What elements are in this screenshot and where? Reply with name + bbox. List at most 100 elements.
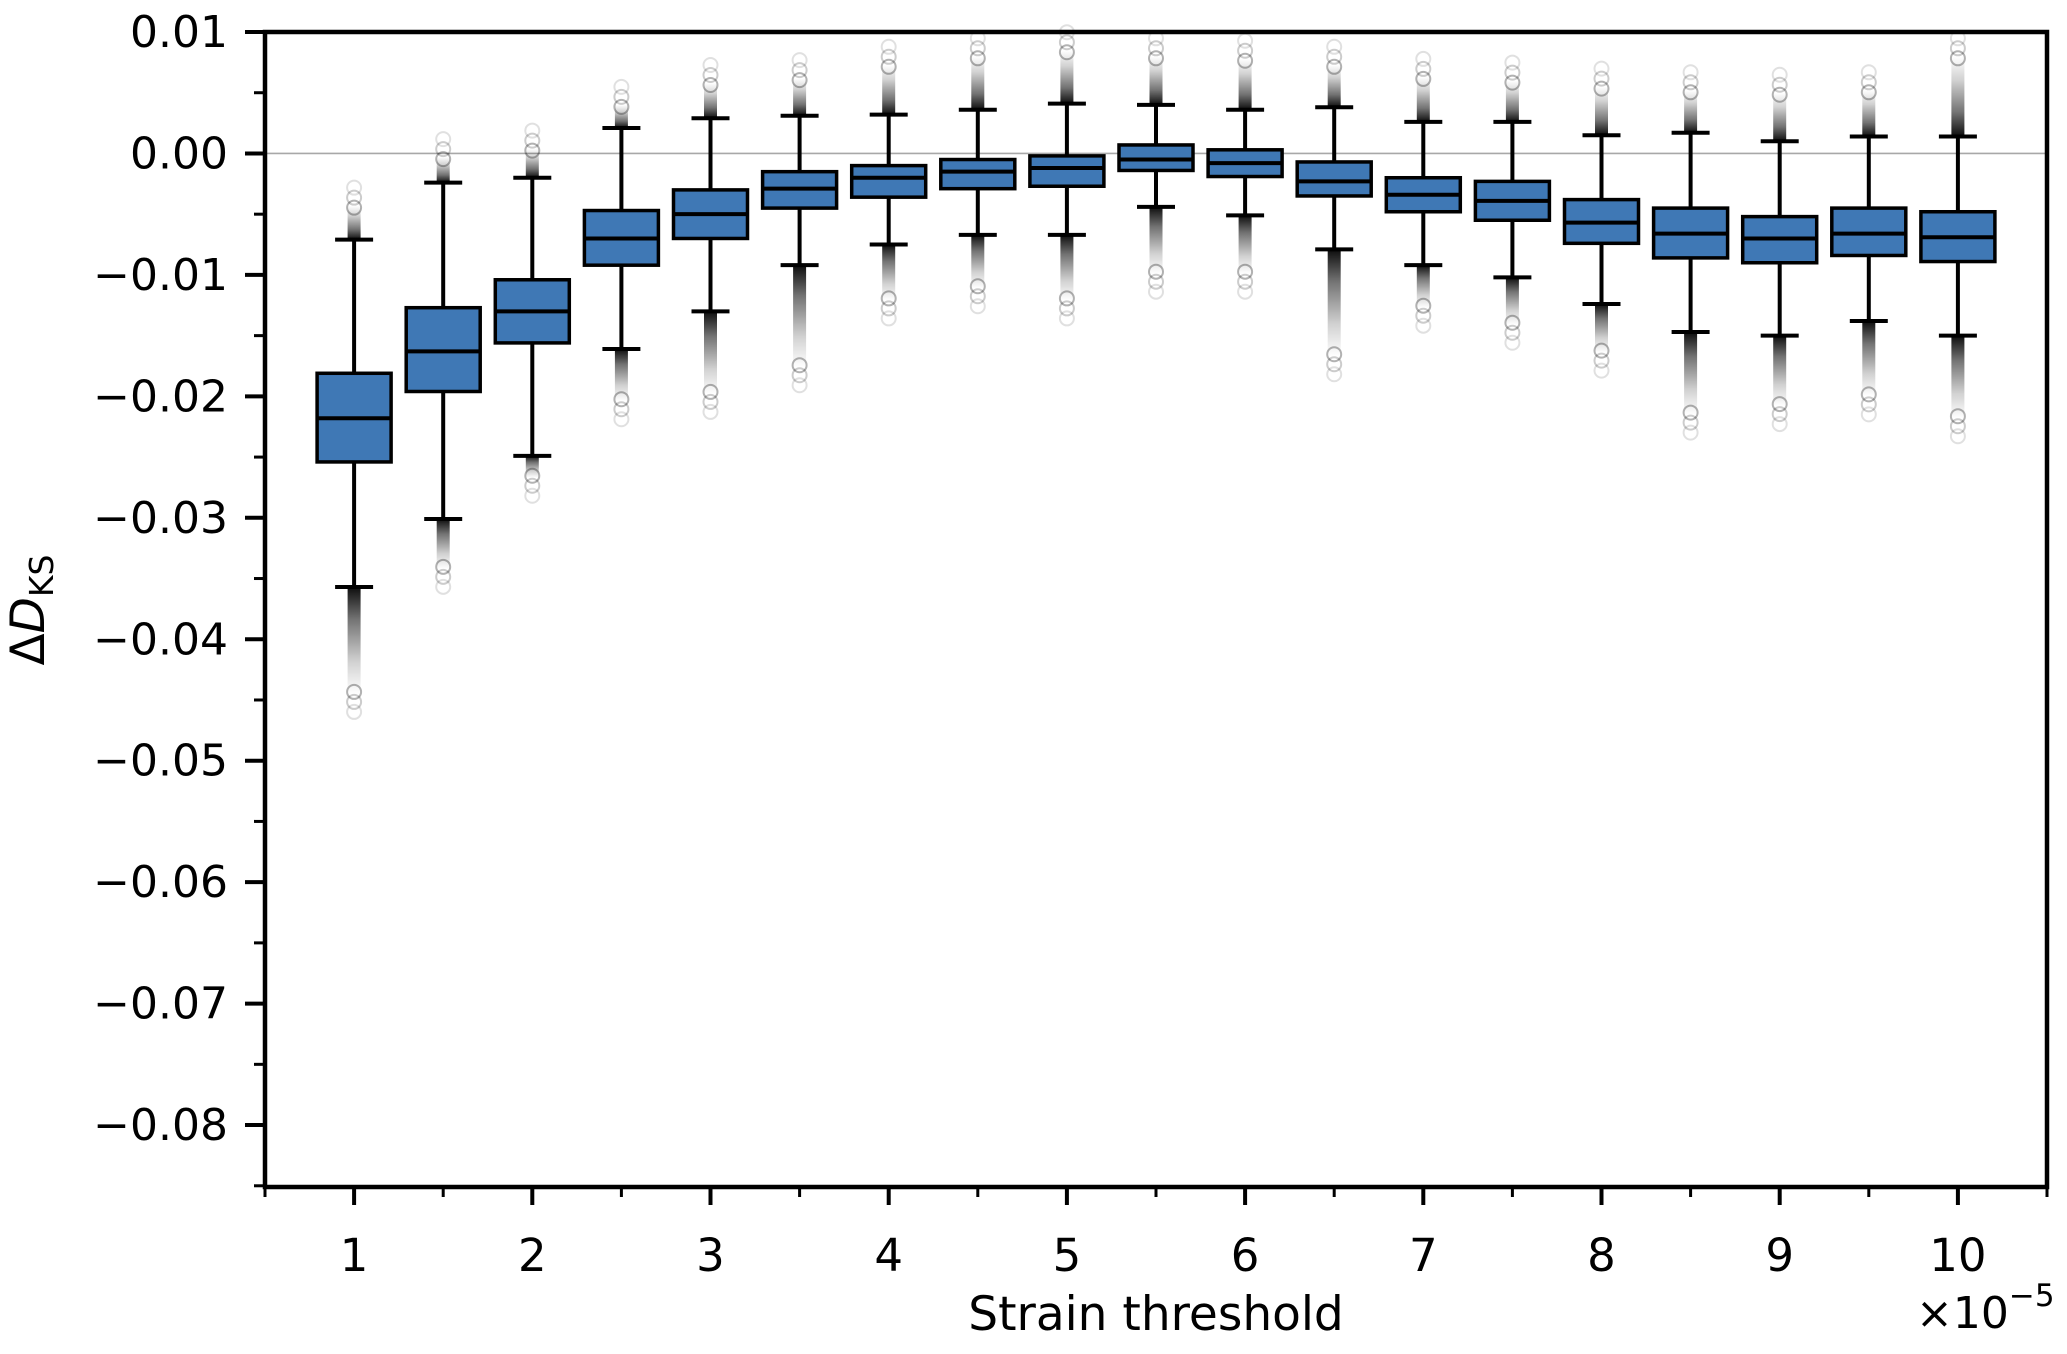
outlier-trail-lower bbox=[1505, 277, 1519, 325]
outlier-marker bbox=[1237, 42, 1254, 59]
outlier-marker bbox=[524, 467, 541, 484]
outlier-marker bbox=[1860, 396, 1877, 413]
outlier-trail-upper bbox=[793, 78, 807, 116]
outlier-marker bbox=[1860, 406, 1877, 423]
x-tick-label: 1 bbox=[340, 1229, 369, 1282]
x-tick-label: 2 bbox=[518, 1229, 547, 1282]
outlier-marker bbox=[1415, 297, 1432, 314]
y-axis-label-subscript: KS bbox=[22, 555, 61, 598]
y-tick-label: −0.04 bbox=[93, 614, 228, 665]
outlier-marker bbox=[1415, 60, 1432, 77]
box-rect bbox=[1028, 154, 1106, 188]
outlier-marker bbox=[969, 298, 986, 315]
outlier-marker bbox=[1771, 416, 1788, 433]
x-tick-label: 4 bbox=[874, 1229, 903, 1282]
outlier-trail-lower bbox=[1862, 321, 1876, 397]
x-axis-offset-label: ×10−5 bbox=[1916, 1278, 2055, 1339]
outlier-marker bbox=[1058, 34, 1075, 51]
outlier-trail-upper bbox=[1505, 80, 1519, 122]
outlier-marker bbox=[435, 568, 452, 585]
outlier-marker bbox=[1860, 386, 1877, 403]
outlier-marker bbox=[1949, 428, 1966, 445]
outlier-marker bbox=[969, 278, 986, 295]
outlier-marker bbox=[791, 72, 808, 89]
outlier-marker bbox=[880, 58, 897, 75]
outlier-marker bbox=[1860, 74, 1877, 91]
y-axis-label-symbol: D bbox=[1, 597, 56, 633]
outlier-marker bbox=[1326, 38, 1343, 55]
outlier-trail-lower bbox=[347, 587, 361, 694]
y-tick-label: −0.02 bbox=[93, 371, 228, 422]
outlier-marker bbox=[524, 132, 541, 149]
outlier-marker bbox=[1682, 64, 1699, 81]
outlier-trail-lower bbox=[1238, 215, 1252, 274]
x-tick-label: 6 bbox=[1231, 1229, 1260, 1282]
outlier-marker bbox=[969, 288, 986, 305]
y-axis-label-delta: Δ bbox=[1, 633, 56, 665]
outlier-trail-upper bbox=[1595, 86, 1608, 136]
y-tick-label: 0.01 bbox=[130, 7, 228, 58]
outlier-trail-upper bbox=[704, 83, 717, 119]
y-tick-label: −0.05 bbox=[93, 736, 228, 787]
outlier-marker bbox=[346, 199, 363, 216]
y-tick-label: −0.08 bbox=[93, 1100, 228, 1151]
outlier-trail-upper bbox=[1060, 50, 1074, 104]
outlier-trail-upper bbox=[1149, 56, 1163, 105]
outlier-marker bbox=[1148, 283, 1164, 300]
x-tick-label: 8 bbox=[1587, 1229, 1616, 1282]
x-tick-label: 7 bbox=[1409, 1229, 1438, 1282]
outlier-marker bbox=[1682, 74, 1699, 91]
outlier-trail-upper bbox=[436, 157, 450, 183]
outlier-trail-lower bbox=[1327, 249, 1341, 357]
outlier-marker bbox=[613, 411, 630, 428]
outlier-marker bbox=[1860, 64, 1877, 81]
outlier-trail-upper bbox=[1238, 58, 1252, 110]
outlier-marker bbox=[1237, 52, 1254, 69]
outlier-marker bbox=[1504, 54, 1521, 71]
x-tick-label: 9 bbox=[1765, 1229, 1794, 1282]
outlier-marker bbox=[1148, 50, 1164, 67]
y-tick-label: −0.07 bbox=[93, 979, 228, 1030]
offset-exponent: −5 bbox=[2009, 1278, 2055, 1314]
outlier-marker bbox=[880, 300, 897, 317]
outlier-marker bbox=[1682, 404, 1699, 421]
outlier-marker bbox=[1949, 50, 1966, 67]
outlier-marker bbox=[791, 62, 808, 79]
outlier-marker bbox=[346, 693, 363, 710]
outlier-marker bbox=[1237, 32, 1254, 49]
outlier-marker bbox=[346, 179, 363, 196]
outlier-marker bbox=[1504, 74, 1521, 91]
x-tick-label: 10 bbox=[1929, 1229, 1986, 1282]
outlier-marker bbox=[435, 141, 452, 158]
box-rect bbox=[849, 163, 928, 199]
outlier-marker bbox=[524, 487, 541, 504]
outlier-marker bbox=[969, 40, 986, 57]
outlier-marker bbox=[1593, 342, 1610, 359]
outlier-marker bbox=[702, 383, 719, 400]
outlier-marker bbox=[1326, 58, 1343, 75]
box-rect bbox=[939, 157, 1017, 191]
outlier-marker bbox=[1949, 408, 1966, 425]
outlier-marker bbox=[346, 189, 363, 206]
outlier-marker bbox=[880, 48, 897, 65]
outlier-marker bbox=[435, 558, 452, 575]
outlier-marker bbox=[346, 683, 363, 700]
outlier-marker bbox=[1860, 84, 1877, 101]
outlier-trail-lower bbox=[1684, 331, 1698, 415]
outlier-trail-upper bbox=[1416, 76, 1430, 122]
outlier-marker bbox=[1771, 76, 1788, 93]
outlier-trail-lower bbox=[436, 519, 450, 569]
outlier-trail-upper bbox=[971, 56, 985, 110]
outlier-trail-lower bbox=[614, 348, 628, 402]
outlier-trail-lower bbox=[882, 244, 896, 301]
outlier-marker bbox=[702, 57, 719, 74]
outlier-marker bbox=[1504, 314, 1521, 331]
y-tick-label: −0.01 bbox=[93, 250, 228, 301]
outlier-trail-lower bbox=[1060, 234, 1074, 301]
outlier-marker bbox=[1148, 273, 1164, 290]
outlier-marker bbox=[1058, 300, 1075, 317]
outlier-marker bbox=[1326, 48, 1343, 65]
outlier-trail-lower bbox=[1416, 265, 1430, 308]
outlier-marker bbox=[1593, 80, 1610, 97]
